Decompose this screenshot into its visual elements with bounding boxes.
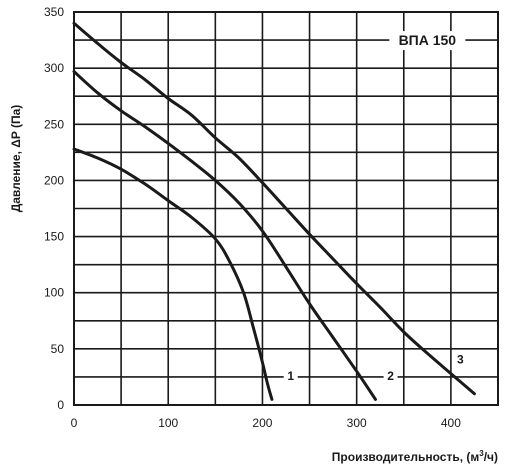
y-tick-label: 350 [44, 5, 64, 19]
y-axis-title: Давление, ΔP (Па) [9, 105, 23, 213]
x-tick-label: 0 [71, 416, 78, 430]
x-axis-title-tail: /ч) [484, 450, 498, 464]
y-tick-label: 250 [44, 117, 64, 131]
y-tick-label: 0 [57, 398, 64, 412]
curve-label-background [283, 369, 298, 384]
y-tick-label: 150 [44, 230, 64, 244]
x-tick-label: 400 [441, 416, 461, 430]
x-axis-title: Производительность, (м3/ч) [332, 449, 498, 464]
y-tick-label: 200 [44, 173, 64, 187]
x-tick-label: 200 [252, 416, 272, 430]
curve-label-3: 3 [457, 352, 464, 366]
x-tick-label: 300 [347, 416, 367, 430]
y-tick-label: 50 [51, 342, 65, 356]
curve-3 [72, 21, 476, 396]
x-axis-title-superscript: 3 [479, 449, 484, 458]
x-axis-title-main: Производительность, (м [332, 450, 480, 464]
curve-2 [72, 70, 377, 401]
curve-1 [72, 147, 274, 401]
curve-label-background [453, 352, 468, 367]
curves [72, 21, 476, 401]
plot-frame [73, 11, 499, 406]
curve-label-1: 1 [287, 369, 294, 383]
curve-label-2: 2 [387, 369, 394, 383]
chart-title-background [389, 31, 466, 51]
y-axis-ticks: 0 50 100 150 200 250 300 350 [44, 5, 64, 412]
y-tick-label: 300 [44, 61, 64, 75]
x-axis-ticks: 0 100 200 300 400 [71, 416, 462, 430]
y-tick-label: 100 [44, 286, 64, 300]
curve-labels: 1 2 3 [283, 352, 468, 384]
x-tick-label: 100 [158, 416, 178, 430]
chart-title: ВПА 150 [399, 32, 457, 48]
curve-label-background [383, 369, 398, 384]
